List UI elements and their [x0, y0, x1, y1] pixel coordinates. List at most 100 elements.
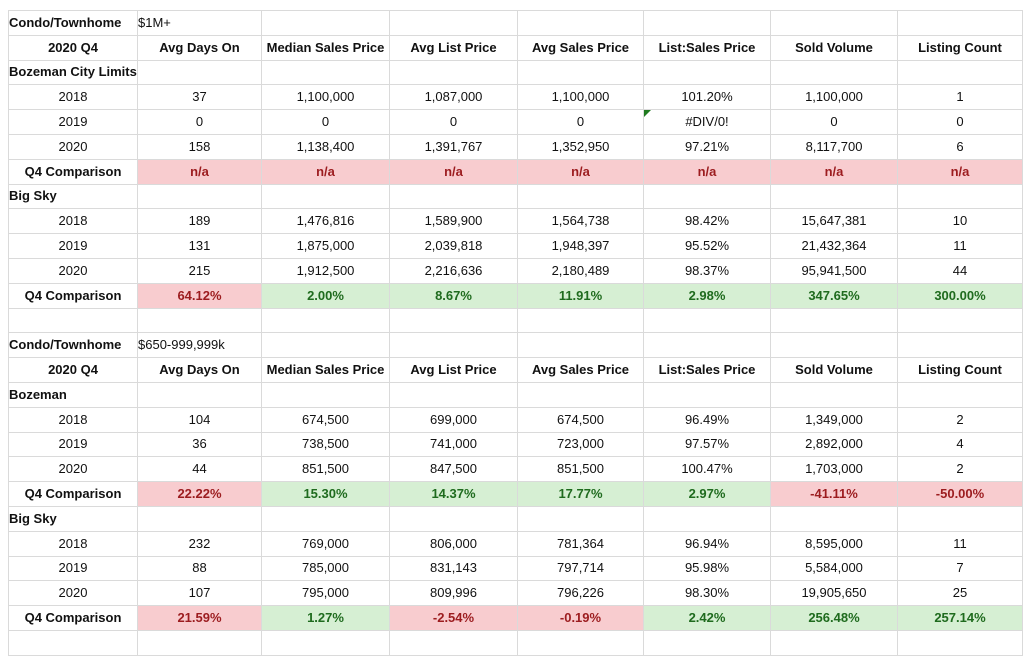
- year-cell[interactable]: 2020: [8, 257, 138, 284]
- comparison-label[interactable]: Q4 Comparison: [8, 158, 138, 185]
- empty-cell[interactable]: [897, 59, 1023, 86]
- data-cell[interactable]: 44: [897, 257, 1023, 284]
- data-cell[interactable]: 1,703,000: [770, 456, 898, 483]
- year-cell[interactable]: 2019: [8, 431, 138, 458]
- data-cell[interactable]: 1,948,397: [517, 233, 644, 259]
- data-cell[interactable]: 781,364: [517, 530, 644, 557]
- column-header[interactable]: Listing Count: [897, 34, 1023, 61]
- data-cell[interactable]: 674,500: [261, 406, 390, 433]
- data-cell[interactable]: 1,912,500: [261, 257, 390, 284]
- data-cell[interactable]: 785,000: [261, 555, 390, 582]
- data-cell[interactable]: 1,875,000: [261, 233, 390, 259]
- column-header[interactable]: Avg List Price: [389, 34, 518, 61]
- year-cell[interactable]: 2020: [8, 456, 138, 483]
- empty-cell[interactable]: [389, 59, 518, 86]
- empty-cell[interactable]: [643, 332, 771, 359]
- empty-cell[interactable]: [770, 332, 898, 359]
- data-cell[interactable]: 37: [137, 84, 262, 111]
- empty-cell[interactable]: [517, 505, 644, 532]
- comparison-cell[interactable]: n/a: [643, 158, 771, 185]
- empty-cell[interactable]: [770, 307, 898, 334]
- data-cell[interactable]: 806,000: [389, 530, 518, 557]
- empty-cell[interactable]: [261, 505, 390, 532]
- data-cell[interactable]: 158: [137, 133, 262, 160]
- data-cell[interactable]: 232: [137, 530, 262, 557]
- empty-cell[interactable]: [137, 59, 262, 86]
- column-header[interactable]: 2020 Q4: [8, 34, 138, 61]
- empty-cell[interactable]: [389, 332, 518, 359]
- price-range-label[interactable]: $650-999,999k: [137, 332, 262, 359]
- empty-cell[interactable]: [261, 332, 390, 359]
- empty-cell[interactable]: [770, 505, 898, 532]
- empty-cell[interactable]: [261, 59, 390, 86]
- error-cell[interactable]: #DIV/0!: [643, 109, 771, 135]
- data-cell[interactable]: 0: [897, 109, 1023, 135]
- data-cell[interactable]: 95,941,500: [770, 257, 898, 284]
- empty-cell[interactable]: [389, 505, 518, 532]
- data-cell[interactable]: 0: [389, 109, 518, 135]
- empty-cell[interactable]: [643, 629, 771, 656]
- comparison-cell[interactable]: n/a: [517, 158, 644, 185]
- area-label[interactable]: Bozeman: [8, 381, 138, 408]
- data-cell[interactable]: 796,226: [517, 580, 644, 607]
- data-cell[interactable]: 831,143: [389, 555, 518, 582]
- data-cell[interactable]: 0: [770, 109, 898, 135]
- data-cell[interactable]: 1,352,950: [517, 133, 644, 160]
- comparison-cell[interactable]: n/a: [261, 158, 390, 185]
- column-header[interactable]: Sold Volume: [770, 357, 898, 383]
- comparison-cell[interactable]: 64.12%: [137, 282, 262, 309]
- column-header[interactable]: Avg Days On: [137, 357, 262, 383]
- comparison-cell[interactable]: 2.42%: [643, 605, 771, 631]
- data-cell[interactable]: 2: [897, 456, 1023, 483]
- data-cell[interactable]: 97.21%: [643, 133, 771, 160]
- comparison-cell[interactable]: 2.97%: [643, 481, 771, 507]
- data-cell[interactable]: 738,500: [261, 431, 390, 458]
- comparison-cell[interactable]: 21.59%: [137, 605, 262, 631]
- data-cell[interactable]: 25: [897, 580, 1023, 607]
- column-header[interactable]: Median Sales Price: [261, 357, 390, 383]
- comparison-cell[interactable]: 14.37%: [389, 481, 518, 507]
- data-cell[interactable]: 6: [897, 133, 1023, 160]
- empty-cell[interactable]: [137, 183, 262, 210]
- empty-cell[interactable]: [643, 59, 771, 86]
- data-cell[interactable]: 2,892,000: [770, 431, 898, 458]
- data-cell[interactable]: 15,647,381: [770, 208, 898, 235]
- empty-cell[interactable]: [643, 183, 771, 210]
- data-cell[interactable]: 674,500: [517, 406, 644, 433]
- data-cell[interactable]: 1,138,400: [261, 133, 390, 160]
- data-cell[interactable]: 96.94%: [643, 530, 771, 557]
- empty-cell[interactable]: [261, 381, 390, 408]
- comparison-cell[interactable]: -0.19%: [517, 605, 644, 631]
- empty-cell[interactable]: [643, 10, 771, 36]
- year-cell[interactable]: 2018: [8, 208, 138, 235]
- data-cell[interactable]: 2,180,489: [517, 257, 644, 284]
- data-cell[interactable]: 98.30%: [643, 580, 771, 607]
- comparison-cell[interactable]: 22.22%: [137, 481, 262, 507]
- empty-cell[interactable]: [897, 629, 1023, 656]
- area-label[interactable]: Bozeman City Limits: [8, 59, 138, 86]
- data-cell[interactable]: 847,500: [389, 456, 518, 483]
- year-cell[interactable]: 2018: [8, 530, 138, 557]
- comparison-cell[interactable]: 11.91%: [517, 282, 644, 309]
- empty-cell[interactable]: [517, 183, 644, 210]
- empty-cell[interactable]: [897, 183, 1023, 210]
- empty-cell[interactable]: [389, 629, 518, 656]
- empty-cell[interactable]: [389, 307, 518, 334]
- price-range-label[interactable]: $1M+: [137, 10, 262, 36]
- data-cell[interactable]: 101.20%: [643, 84, 771, 111]
- data-cell[interactable]: 131: [137, 233, 262, 259]
- data-cell[interactable]: 1,087,000: [389, 84, 518, 111]
- year-cell[interactable]: 2019: [8, 233, 138, 259]
- data-cell[interactable]: 723,000: [517, 431, 644, 458]
- empty-cell[interactable]: [770, 629, 898, 656]
- data-cell[interactable]: 11: [897, 233, 1023, 259]
- empty-cell[interactable]: [897, 505, 1023, 532]
- data-cell[interactable]: 104: [137, 406, 262, 433]
- column-header[interactable]: Sold Volume: [770, 34, 898, 61]
- data-cell[interactable]: 1,476,816: [261, 208, 390, 235]
- comparison-cell[interactable]: n/a: [770, 158, 898, 185]
- data-cell[interactable]: 97.57%: [643, 431, 771, 458]
- data-cell[interactable]: 44: [137, 456, 262, 483]
- empty-cell[interactable]: [517, 307, 644, 334]
- data-cell[interactable]: 95.52%: [643, 233, 771, 259]
